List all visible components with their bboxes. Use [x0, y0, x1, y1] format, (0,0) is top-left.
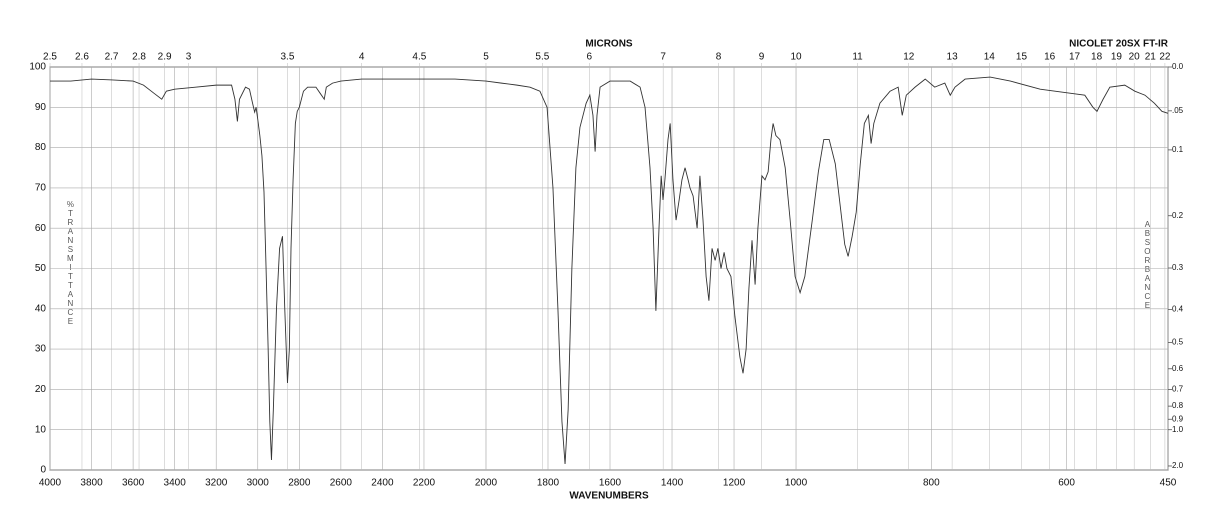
x-tick-label: 3200 [205, 478, 228, 489]
y-tick-label: 100 [29, 62, 46, 73]
x-tick-label: 800 [923, 478, 940, 489]
x-tick-label: 1600 [599, 478, 622, 489]
top-tick-label: 6 [587, 52, 593, 63]
top-tick-label: 13 [947, 52, 959, 63]
x-tick-label: 450 [1160, 478, 1177, 489]
y2-tick-label: 2.0 [1172, 461, 1184, 470]
x-axis-title: WAVENUMBERS [569, 491, 649, 502]
x-tick-label: 2600 [330, 478, 353, 489]
spectrum-line [50, 76, 1169, 464]
y-tick-label: 30 [35, 344, 47, 355]
y-tick-label: 50 [35, 263, 47, 274]
top-tick-label: 15 [1016, 52, 1028, 63]
y-tick-label: 40 [35, 303, 47, 314]
y2-tick-label: .05 [1172, 106, 1184, 115]
y2-tick-label: 0.7 [1172, 385, 1184, 394]
y2-tick-label: 0.9 [1172, 414, 1184, 423]
x-tick-label: 2000 [475, 478, 498, 489]
y-tick-label: 90 [35, 102, 47, 113]
y-tick-label: 0 [40, 465, 46, 476]
chart-title: NICOLET 20SX FT-IR [1069, 39, 1169, 50]
x-tick-label: 1000 [785, 478, 808, 489]
x-tick-label: 2400 [371, 478, 394, 489]
x-tick-label: 1200 [723, 478, 746, 489]
top-tick-label: 16 [1044, 52, 1056, 63]
top-tick-label: 14 [984, 52, 996, 63]
top-tick-label: 3 [186, 52, 192, 63]
x-tick-label: 2800 [288, 478, 311, 489]
y-tick-label: 70 [35, 183, 47, 194]
top-tick-label: 2.6 [75, 52, 89, 63]
y-tick-label: 20 [35, 384, 47, 395]
top-tick-label: 2.9 [158, 52, 172, 63]
y2-tick-label: 0.8 [1172, 401, 1184, 410]
y2-axis-title: ABSORBANCE [1143, 220, 1152, 310]
top-tick-label: 12 [903, 52, 915, 63]
x-tick-label: 1800 [537, 478, 560, 489]
y2-tick-label: 0.6 [1172, 364, 1184, 373]
top-tick-label: 10 [790, 52, 802, 63]
top-tick-label: 7 [660, 52, 666, 63]
x-tick-label: 3600 [122, 478, 145, 489]
y-tick-label: 10 [35, 424, 47, 435]
top-tick-label: 4.5 [412, 52, 426, 63]
y2-tick-label: 1.0 [1172, 425, 1184, 434]
x-tick-label: 3000 [247, 478, 270, 489]
x-tick-label: 4000 [39, 478, 62, 489]
y2-tick-label: 0.0 [1172, 62, 1184, 71]
y-axis-title: %TRANSMITTANCE [66, 200, 75, 326]
y2-tick-label: 0.3 [1172, 263, 1184, 272]
top-tick-label: 3.5 [280, 52, 294, 63]
x-tick-label: 3400 [164, 478, 187, 489]
top-tick-label: 5 [483, 52, 489, 63]
x-tick-label: 3800 [80, 478, 103, 489]
top-tick-label: 17 [1069, 52, 1081, 63]
y2-tick-label: 0.4 [1172, 305, 1184, 314]
x-tick-label: 1400 [661, 478, 684, 489]
top-tick-label: 5.5 [535, 52, 549, 63]
top-tick-label: 9 [759, 52, 765, 63]
top-tick-label: 11 [852, 52, 863, 63]
y2-tick-label: 0.5 [1172, 338, 1184, 347]
top-tick-label: 20 [1129, 52, 1141, 63]
x-tick-label: 600 [1058, 478, 1075, 489]
y2-tick-label: 0.2 [1172, 211, 1184, 220]
x-tick-label: 2200 [413, 478, 436, 489]
top-tick-label: 2.8 [132, 52, 146, 63]
top-axis-title: MICRONS [585, 39, 633, 50]
y-tick-label: 60 [35, 223, 47, 234]
top-tick-label: 22 [1159, 52, 1171, 63]
top-tick-label: 19 [1111, 52, 1123, 63]
top-tick-label: 2.5 [43, 52, 57, 63]
top-tick-label: 4 [359, 52, 365, 63]
top-tick-label: 21 [1145, 52, 1157, 63]
top-tick-label: 18 [1091, 52, 1103, 63]
top-tick-label: 2.7 [105, 52, 119, 63]
y2-tick-label: 0.1 [1172, 145, 1184, 154]
y-tick-label: 80 [35, 142, 47, 153]
top-tick-label: 8 [716, 52, 722, 63]
